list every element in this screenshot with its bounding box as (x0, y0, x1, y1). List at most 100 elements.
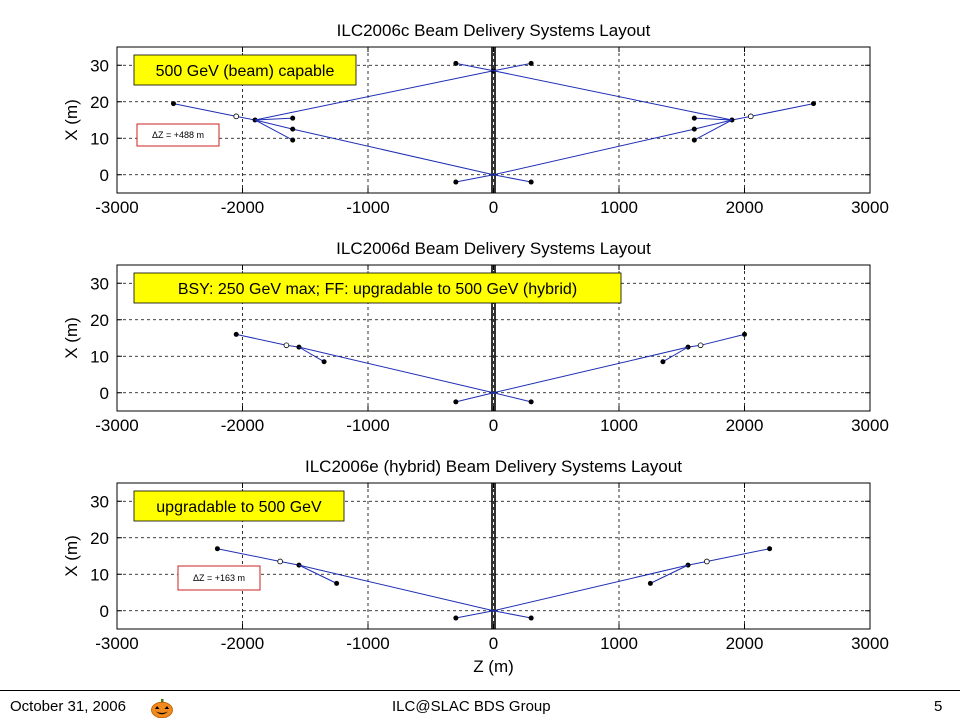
x-tick-label: 3000 (851, 634, 889, 653)
x-tick-label: -2000 (221, 634, 264, 653)
filled-marker (811, 101, 817, 107)
filled-marker (691, 126, 697, 132)
x-axis-label: Z (m) (473, 657, 514, 676)
x-tick-label: 2000 (726, 198, 764, 217)
open-marker (233, 113, 240, 120)
x-tick-label: 1000 (600, 416, 638, 435)
note-text: 500 GeV (beam) capable (156, 63, 335, 80)
filled-marker (528, 60, 534, 66)
chart-panel-2: ILC2006d Beam Delivery Systems Layout -30… (62, 239, 889, 435)
filled-marker (233, 331, 239, 337)
x-tick-label: 3000 (851, 416, 889, 435)
note-box (133, 490, 345, 522)
footer-group: ILC@SLAC BDS Group (392, 698, 551, 715)
filled-marker (742, 331, 747, 337)
x-tick-label: -3000 (95, 416, 138, 435)
beamline-series (455, 610, 494, 619)
x-tick-label: -3000 (95, 634, 138, 653)
filled-marker (453, 399, 459, 405)
x-tick-label: 2000 (726, 634, 764, 653)
y-tick-label: 10 (90, 129, 109, 148)
x-tick-label: 0 (489, 634, 498, 653)
filled-marker (528, 615, 534, 621)
beamline-series (254, 70, 494, 121)
filled-marker (660, 359, 666, 365)
dz-box (136, 123, 220, 147)
note-box (133, 272, 622, 304)
x-tick-label: 0 (489, 416, 498, 435)
filled-marker (334, 580, 340, 586)
beamline-series (493, 333, 745, 394)
filled-marker (767, 546, 773, 552)
x-tick-label: -1000 (346, 416, 389, 435)
y-tick-label: 30 (90, 492, 109, 511)
filled-marker (453, 615, 459, 621)
x-tick-label: -1000 (346, 634, 389, 653)
open-marker (697, 342, 704, 349)
beamline-series (493, 70, 733, 121)
chart-panel-3: ILC2006e (hybrid) Beam Delivery Systems … (62, 457, 889, 676)
filled-marker (691, 115, 697, 121)
beamline-series (255, 117, 293, 121)
chart-title: ILC2006d Beam Delivery Systems Layout (336, 239, 651, 258)
y-axis-label: X (m) (62, 535, 81, 577)
x-tick-label: -3000 (95, 198, 138, 217)
beamline-series (662, 346, 689, 363)
beamline-series (493, 174, 532, 183)
beamline-series (298, 346, 325, 363)
x-tick-label: 2000 (726, 416, 764, 435)
y-tick-label: 30 (90, 274, 109, 293)
x-tick-label: -2000 (221, 198, 264, 217)
beamline-series (217, 548, 494, 612)
note-box (133, 54, 357, 86)
y-tick-label: 10 (90, 347, 109, 366)
note-text: upgradable to 500 GeV (156, 499, 322, 516)
y-tick-label: 10 (90, 565, 109, 584)
filled-marker (290, 115, 296, 121)
beamline-series (455, 174, 494, 183)
y-tick-label: 20 (90, 529, 109, 548)
beamline-series (694, 119, 733, 141)
x-tick-label: 1000 (600, 198, 638, 217)
beamline-series (298, 564, 337, 584)
filled-marker (290, 126, 296, 132)
chart-title: ILC2006c Beam Delivery Systems Layout (337, 21, 651, 40)
y-tick-label: 30 (90, 56, 109, 75)
chart-title: ILC2006e (hybrid) Beam Delivery Systems … (305, 457, 682, 476)
filled-marker (647, 580, 653, 586)
filled-marker (691, 137, 697, 143)
note-text: BSY: 250 GeV max; FF: upgradable to 500 … (178, 281, 577, 298)
beamline-series (694, 117, 732, 121)
beamline-series (493, 548, 770, 612)
filled-marker (170, 101, 176, 107)
open-marker (704, 558, 710, 565)
footer-divider (0, 690, 960, 691)
footer-date: October 31, 2006 (10, 698, 126, 715)
x-tick-label: 0 (489, 198, 498, 217)
beamline-series (493, 610, 532, 619)
dz-label: ΔZ = +163 m (193, 573, 245, 583)
y-tick-label: 0 (100, 166, 109, 185)
beamline-series (236, 333, 494, 394)
y-tick-label: 0 (100, 384, 109, 403)
beamline-series (455, 62, 494, 72)
x-tick-label: 1000 (600, 634, 638, 653)
filled-marker (453, 179, 459, 185)
x-tick-label: -2000 (221, 416, 264, 435)
x-tick-label: 3000 (851, 198, 889, 217)
open-marker (747, 113, 754, 120)
y-axis-label: X (m) (62, 317, 81, 359)
open-marker (283, 342, 290, 349)
filled-marker (528, 179, 534, 185)
x-tick-label: -1000 (346, 198, 389, 217)
y-tick-label: 0 (100, 602, 109, 621)
filled-marker (252, 117, 258, 123)
filled-marker (290, 137, 296, 143)
y-tick-label: 20 (90, 93, 109, 112)
filled-marker (321, 359, 327, 365)
filled-marker (214, 546, 220, 552)
chart-panel-1: ILC2006c Beam Delivery Systems Layout -30… (62, 21, 889, 217)
dz-label: ΔZ = +488 m (152, 130, 204, 140)
beamline-series (455, 392, 494, 403)
